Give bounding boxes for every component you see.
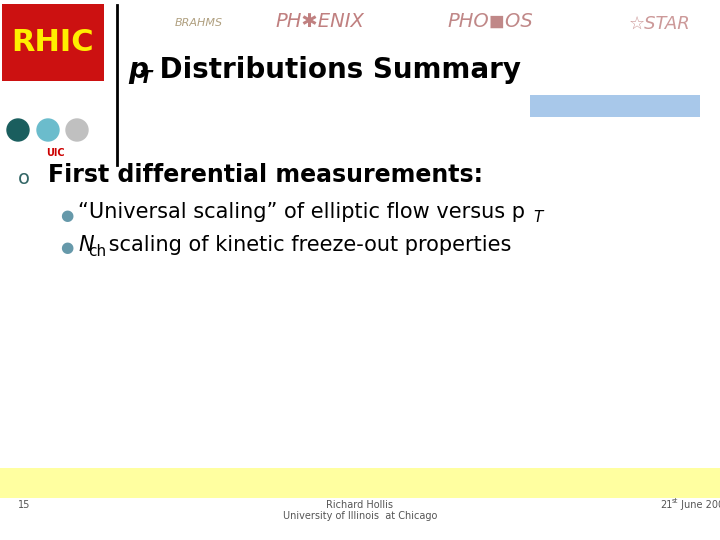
Text: scaling of kinetic freeze-out properties: scaling of kinetic freeze-out properties xyxy=(102,235,511,255)
Text: PH✱ENIX: PH✱ENIX xyxy=(276,12,364,31)
Text: ●: ● xyxy=(60,207,73,222)
Text: ☆STAR: ☆STAR xyxy=(629,15,691,33)
FancyBboxPatch shape xyxy=(2,4,104,81)
Text: 21: 21 xyxy=(660,500,672,510)
Circle shape xyxy=(37,119,59,141)
Text: First differential measurements:: First differential measurements: xyxy=(48,163,483,187)
Text: ch: ch xyxy=(88,244,106,259)
Circle shape xyxy=(7,119,29,141)
Text: o: o xyxy=(18,168,30,187)
Text: BRAHMS: BRAHMS xyxy=(175,18,223,28)
Text: T: T xyxy=(533,211,542,226)
Circle shape xyxy=(66,119,88,141)
Text: T: T xyxy=(139,69,151,87)
Text: 15: 15 xyxy=(18,500,30,510)
Text: p: p xyxy=(128,56,148,84)
Text: UIC: UIC xyxy=(45,148,64,158)
Text: st: st xyxy=(672,498,678,504)
Text: University of Illinois  at Chicago: University of Illinois at Chicago xyxy=(283,511,437,521)
Text: Richard Hollis: Richard Hollis xyxy=(326,500,394,510)
Text: PHO◼OS: PHO◼OS xyxy=(447,12,533,31)
Text: N: N xyxy=(78,235,94,255)
Text: June 2007: June 2007 xyxy=(678,500,720,510)
Text: Distributions Summary: Distributions Summary xyxy=(150,56,521,84)
Text: “Universal scaling” of elliptic flow versus p: “Universal scaling” of elliptic flow ver… xyxy=(78,202,525,222)
FancyBboxPatch shape xyxy=(0,468,720,498)
Text: RHIC: RHIC xyxy=(12,28,94,57)
FancyBboxPatch shape xyxy=(530,95,700,117)
Text: ●: ● xyxy=(60,240,73,255)
